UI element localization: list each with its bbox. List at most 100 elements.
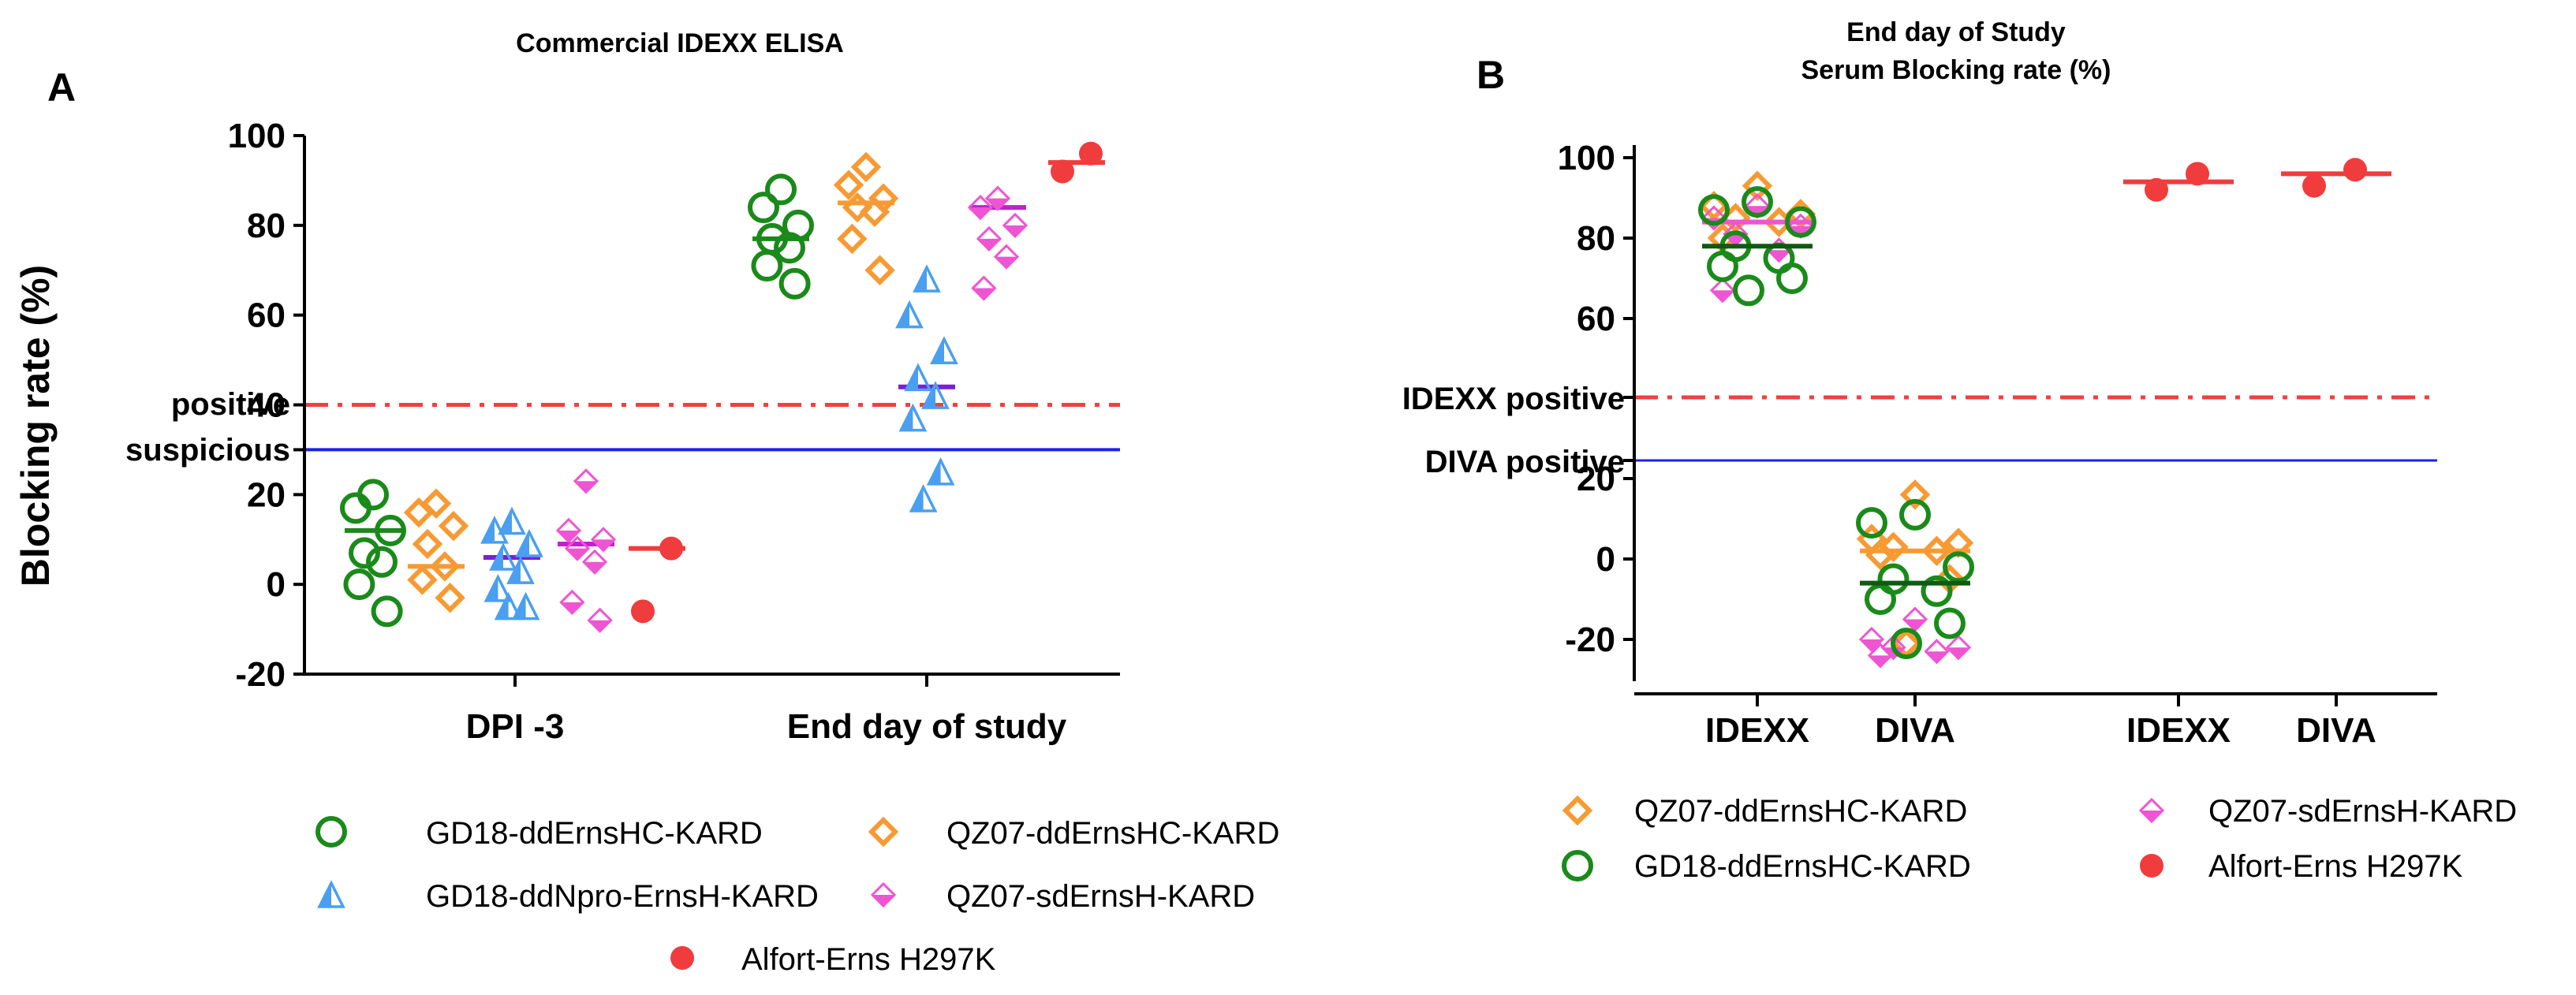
panel-b-point-gd18-ddernshc-kard [1899,498,1931,531]
panel-b-letter: B [1477,53,1505,97]
panel-a-point-gd18-ddnpro-ernsh-kard [904,363,932,392]
panel-a-point-gd18-ddnpro-ernsh-kard [506,556,535,584]
panel-b-point-qz07-sdernsh-kard-fill [1768,250,1790,262]
panel-a-point-gd18-ddnpro-ernsh-kard-fill [915,267,927,292]
panel-a-point-qz07-sdernsh-kard-fill [592,539,614,551]
panel-b-point-qz07-sdernsh-kard-fill [1746,206,1768,218]
panel-a-point-qz07-sdernsh-kard [573,468,599,494]
legend-a-label-qz07-ddernshc: QZ07-ddErnsHC-KARD [946,816,1279,851]
legend-a-label-alfort: Alfort-Erns H297K [741,942,996,977]
panel-b-point-gd18-ddernshc-kard [1698,194,1730,226]
panel-b-plot: 100 80 60 20 0 -20 [1558,139,2437,706]
legend-b-label-gd18-ddernshc: GD18-ddErnsHC-KARD [1634,849,1971,884]
panel-a-point-qz07-sdernsh-kard [1002,212,1029,238]
panel-b-point-qz07-sdernsh-kard-fill [1861,639,1883,650]
panel-a-point-qz07-sdernsh-kard [564,535,591,561]
panel-a-point-gd18-ddnpro-ernsh-kard [480,515,509,544]
panel-a-legend: GD18-ddErnsHC-KARD QZ07-ddErnsHC-KARD GD… [315,816,1279,977]
panel-b-point-gd18-ddernshc-kard [1742,186,1773,218]
panel-b-category-label-2: DIVA [1875,711,1955,750]
panel-a-point-qz07-sdernsh-kard-fill [575,481,597,493]
panel-b-point-gd18-ddernshc-kard [1865,583,1896,615]
panel-b-point-gd18-ddernshc-kard [1934,607,1966,639]
panel-b-y-tick-label: -20 [1565,620,1615,659]
panel-a-point-gd18-ddnpro-ernsh-kard-fill [898,303,909,327]
panel-a-point-gd18-ddnpro-ernsh-kard-fill [928,460,941,484]
panel-b-point-qz07-sdernsh-kard-fill [1724,233,1747,245]
panel-a-point-qz07-sdernsh-kard-fill [969,207,991,219]
panel-a-point-gd18-ddnpro-ernsh-kard [498,506,526,535]
panel-a-point-gd18-ddernshc-kard [375,514,406,546]
panel-b-point-qz07-sdernsh-kard-fill [1882,647,1905,659]
panel-a-y-tick-label: -20 [235,655,286,694]
panel-a-y-tick-label: 80 [247,207,286,245]
legend-b-label-qz07-ddernshc: QZ07-ddErnsHC-KARD [1634,794,1967,829]
panel-b-point-qz07-sdernsh-kard-fill [1904,619,1926,631]
panel-b-point-gd18-ddernshc-kard [1856,507,1887,539]
panel-a-title: Commercial IDEXX ELISA [516,28,844,58]
panel-a-point-qz07-sdernsh-kard [581,549,608,575]
legend-b-marker-gd18-ddernshc-kard [1562,850,1593,881]
panel-b-point-alfort-erns-h297k [2302,173,2326,198]
legend-b-label-alfort: Alfort-Erns H297K [2208,849,2463,884]
panel-b-point-qz07-sdernsh-kard-fill [1790,225,1812,237]
panel-b-point-qz07-sdernsh-kard [1945,635,1972,661]
panel-b-title: End day of Study [1846,17,2066,47]
panel-a-y-tick-label: 100 [228,117,286,155]
panel-a-point-gd18-ddnpro-ernsh-kard [898,403,928,432]
panel-a-point-gd18-ddnpro-ernsh-kard-fill [496,594,509,619]
panel-b-point-gd18-ddernshc-kard [1943,551,1974,583]
panel-b-y-tick-label: 20 [1577,460,1615,498]
panel-a-plot: 100 80 60 40 20 0 -20 [228,117,1120,694]
panel-a-point-qz07-sdernsh-kard-fill [561,602,584,613]
panel-a-point-qz07-sdernsh-kard [555,517,582,543]
panel-b-legend: QZ07-ddErnsHC-KARD QZ07-sdErnsH-KARD GD1… [1562,794,2517,884]
panel-a-point-qz07-sdernsh-kard [971,275,997,301]
panel-a-point-qz07-sdernsh-kard-fill [566,548,588,560]
legend-a-marker-qz07-ddernshc-kard [868,816,899,848]
panel-a-point-qz07-sdernsh-kard-fill [995,256,1017,268]
panel-a-point-qz07-ddernshc-kard [435,582,465,613]
panel-a-point-qz07-ddernshc-kard [412,528,443,560]
panel-a-point-gd18-ddnpro-ernsh-kard [489,542,517,571]
panel-b-point-qz07-sdernsh-kard-fill [1947,647,1969,659]
panel-b-point-qz07-sdernsh-kard [1902,606,1928,632]
panel-b-threshold-label-diva: DIVA positive [1425,445,1625,479]
legend-b-marker-qz07-sdernsh-kard-fill [2141,811,2163,822]
panel-a-point-qz07-ddernshc-kard [429,551,461,582]
legend-b-marker-qz07-ddernshc-kard [1562,795,1593,826]
legend-a-marker-alfort-erns-h297k [670,946,694,970]
legend-a-marker-qz07-sdernsh-kard [870,881,897,908]
panel-a-point-gd18-ddnpro-ernsh-kard-fill [517,531,529,556]
panel-a-point-gd18-ddnpro-ernsh-kard-fill [509,559,521,583]
panel-a-point-gd18-ddnpro-ernsh-kard [921,381,950,409]
panel-a-point-qz07-sdernsh-kard-fill [1004,225,1026,237]
panel-a-point-qz07-ddernshc-kard [837,223,868,255]
legend-a-label-gd18-ddnpro: GD18-ddNpro-ErnsH-KARD [426,879,819,914]
panel-b-point-gd18-ddernshc-kard [1891,628,1922,660]
legend-b-label-qz07-sdernsh: QZ07-sdErnsH-KARD [2208,794,2517,829]
panel-a-point-qz07-ddernshc-kard [403,497,435,528]
panel-a-point-qz07-ddernshc-kard [850,151,882,183]
panel-a-point-gd18-ddernshc-kard [340,492,371,524]
panel-a-category-label-end: End day of study [787,707,1067,746]
panel-b-point-gd18-ddernshc-kard [1707,250,1738,282]
panel-a-point-gd18-ddnpro-ernsh-kard-fill [491,546,503,570]
panel-a-point-gd18-ddnpro-ernsh-kard [909,484,938,512]
panel-b-point-gd18-ddernshc-kard [1776,263,1808,294]
panel-a-point-qz07-sdernsh-kard [993,244,1020,270]
legend-a-marker-gd18-ddnpro-ernsh-kard-fill [319,883,331,907]
legend-a-marker-gd18-ddnpro-ernsh-kard [317,880,345,908]
panel-a-point-gd18-ddernshc-kard [349,537,380,569]
panel-a-point-qz07-ddernshc-kard [420,488,452,519]
panel-a-point-qz07-ddernshc-kard [438,510,469,542]
panel-b-y-tick-label: 0 [1596,540,1615,579]
panel-a-point-qz07-sdernsh-kard [967,194,994,221]
panel-a-point-alfort-erns-h297k [631,599,655,624]
panel-a-point-gd18-ddnpro-ernsh-kard-fill [483,518,495,542]
panel-a-point-alfort-erns-h297k [1079,141,1103,166]
panel-a-point-gd18-ddernshc-kard [748,192,779,224]
panel-a-point-gd18-ddnpro-ernsh-kard [494,591,523,620]
legend-b-marker-qz07-sdernsh-kard [2138,797,2165,824]
